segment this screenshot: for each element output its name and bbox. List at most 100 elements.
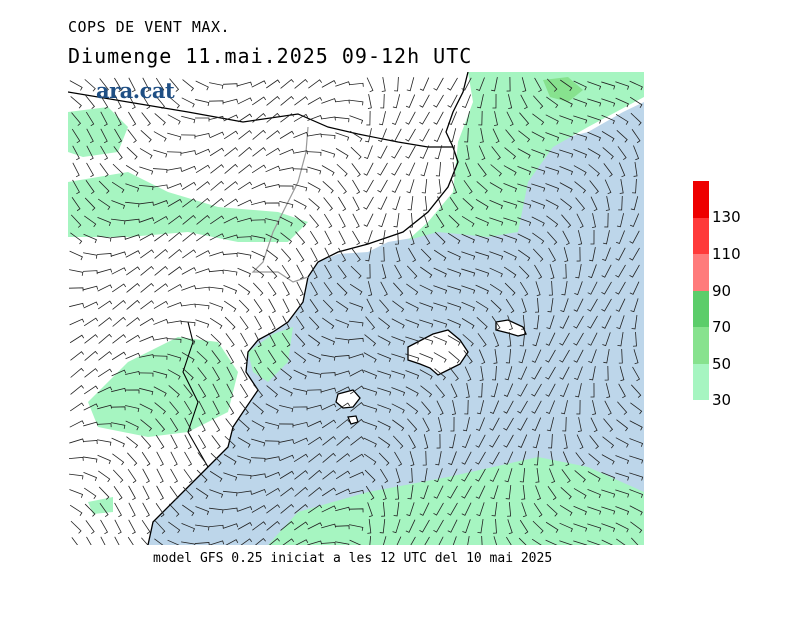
wind-barb: [139, 148, 153, 159]
wind-barb: [433, 502, 444, 516]
wind-barb: [113, 146, 123, 161]
wind-barb: [381, 485, 387, 501]
wind-barb: [587, 281, 598, 295]
wind-barb: [574, 470, 586, 483]
wind-barb: [419, 519, 430, 533]
wind-barb: [83, 385, 99, 395]
wind-zone-coast: [248, 327, 293, 382]
wind-barb: [405, 353, 420, 362]
wind-barb: [114, 94, 122, 110]
wind-barb: [406, 265, 418, 279]
wind-barb: [223, 198, 239, 208]
wind-barb: [125, 218, 140, 223]
wind-barb: [128, 111, 137, 127]
wind-barb: [194, 303, 210, 310]
wind-barb: [279, 404, 294, 413]
wind-barb: [378, 436, 391, 449]
wind-barb: [210, 452, 222, 466]
map-subtitle-date: Diumenge 11.mai.2025 09-12h UTC: [68, 44, 473, 68]
wind-barb: [254, 537, 266, 545]
wind-barb: [237, 455, 252, 464]
wind-barb: [601, 81, 616, 90]
wind-barb: [630, 196, 639, 211]
wind-barb: [405, 319, 420, 328]
wind-barb: [153, 370, 168, 379]
wind-barb: [519, 331, 526, 347]
wind-barb: [155, 434, 165, 450]
wind-barb: [181, 285, 197, 291]
wind-barb: [615, 522, 629, 533]
wind-barb: [406, 283, 419, 296]
wind-barb: [140, 419, 153, 432]
wind-barb: [71, 537, 78, 545]
wind-barb: [546, 78, 558, 92]
wind-barb: [240, 538, 253, 545]
wind-barb: [489, 417, 500, 431]
wind-barb: [211, 435, 221, 450]
wind-barb: [587, 298, 598, 312]
wind-barb: [531, 216, 545, 227]
wind-barb: [268, 332, 276, 348]
wind-barb: [363, 421, 378, 430]
wind-barb: [141, 537, 149, 545]
wind-barb: [209, 131, 225, 139]
wind-barb: [293, 150, 308, 155]
wind-barb: [321, 523, 337, 529]
wind-barb: [447, 335, 461, 346]
wind-barb: [421, 401, 432, 415]
wind-barb: [503, 165, 517, 176]
wind-barb: [545, 383, 556, 397]
wind-barb: [237, 267, 251, 278]
wind-barb: [573, 332, 584, 346]
wind-barb: [266, 96, 280, 106]
wind-barb: [266, 385, 278, 398]
wind-barb: [225, 333, 235, 348]
wind-barb: [559, 540, 574, 545]
wind-barb: [447, 250, 461, 261]
wind-barb: [69, 504, 83, 516]
wind-barb: [251, 489, 267, 495]
wind-barb: [124, 389, 140, 394]
wind-barb: [224, 163, 238, 174]
wind-barb: [396, 536, 402, 545]
wind-barb: [267, 265, 278, 279]
wind-barb: [475, 451, 486, 465]
wind-barb: [168, 96, 180, 109]
wind-barb: [223, 130, 239, 140]
wind-barb: [437, 196, 443, 212]
wind-barb: [604, 365, 609, 381]
wind-barb: [180, 134, 196, 139]
wind-barb: [196, 197, 210, 208]
wind-barb: [420, 385, 433, 398]
wind-barb: [395, 468, 401, 484]
wind-barb: [601, 281, 612, 295]
wind-barb: [519, 112, 530, 126]
wind-barb: [391, 145, 402, 159]
wind-barb: [545, 366, 556, 380]
wind-barb: [239, 383, 249, 399]
wind-barb: [307, 540, 323, 545]
wind-barb: [420, 266, 433, 279]
wind-barb: [366, 263, 371, 279]
wind-barb: [632, 331, 637, 347]
wind-barb: [125, 183, 140, 192]
wind-barb: [310, 281, 318, 297]
wind-barb: [83, 421, 99, 427]
wind-barb: [321, 419, 337, 429]
wind-barb: [296, 298, 304, 314]
wind-zone-west-3: [88, 337, 238, 437]
ara-cat-logo[interactable]: ara.cat: [96, 78, 175, 103]
wind-barb: [534, 77, 542, 93]
wind-barb: [335, 488, 351, 496]
wind-barb: [181, 303, 196, 308]
wind-barb: [532, 232, 545, 245]
wind-barb: [125, 250, 141, 258]
wind-barb: [405, 301, 419, 312]
wind-barb: [475, 234, 490, 243]
wind-barb: [421, 230, 431, 246]
wind-barb: [503, 182, 518, 193]
wind-barb: [279, 148, 295, 156]
wind-barb: [335, 541, 350, 545]
wind-barb: [601, 489, 616, 498]
wind-barb: [633, 162, 638, 177]
